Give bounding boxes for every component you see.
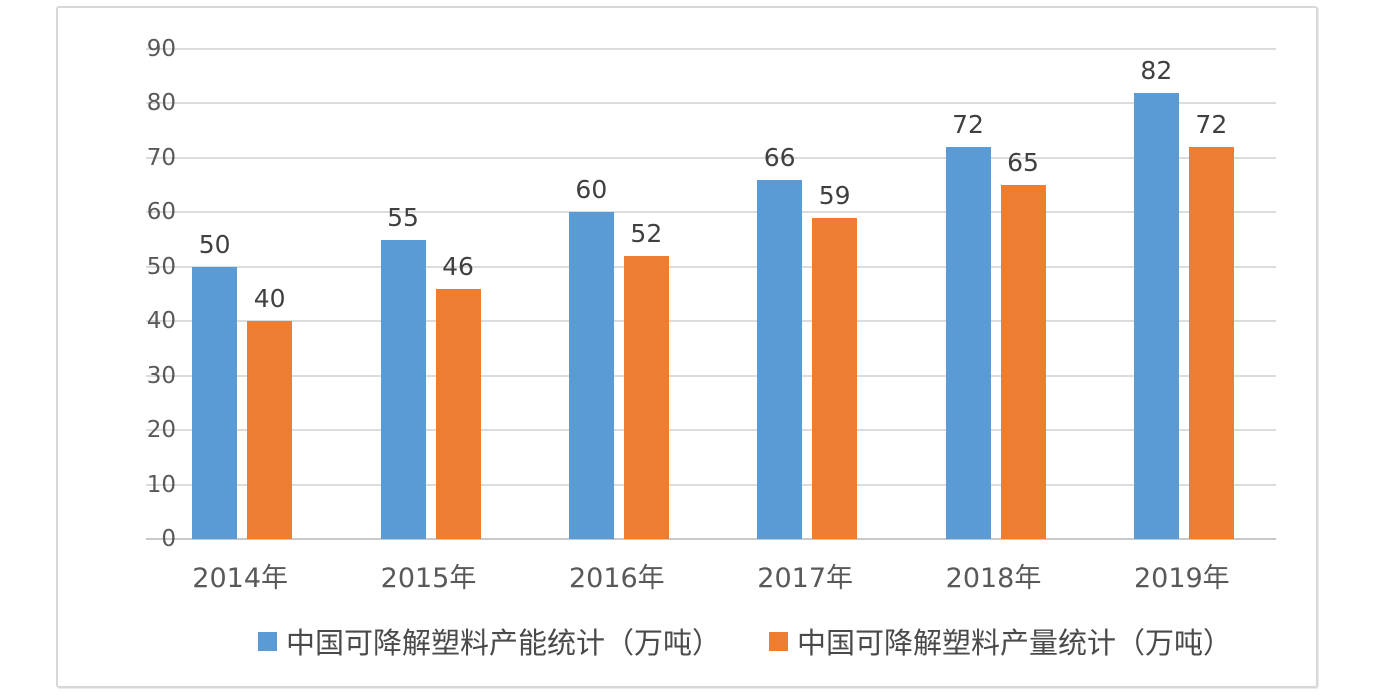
legend-marker-output-icon	[769, 631, 788, 651]
gridline	[146, 265, 1276, 268]
bar-value-label-capacity-2017: 66	[763, 142, 796, 172]
bar-value-label-capacity-2019: 82	[1140, 55, 1173, 85]
legend-item-capacity: 中国可降解塑料产能统计（万吨）	[257, 620, 721, 662]
bar-output-2014	[247, 321, 293, 539]
gridline	[146, 48, 1276, 50]
x-axis-tick-label-2017: 2017年	[757, 563, 854, 594]
bar-value-label-output-2014: 40	[253, 284, 286, 314]
bar-capacity-2017	[757, 179, 803, 539]
bar-capacity-2018	[945, 147, 991, 539]
bar-capacity-2019	[1133, 92, 1179, 539]
x-axis-line	[146, 538, 1276, 540]
gridline	[146, 102, 1276, 105]
y-axis-tick-label: 0	[161, 526, 176, 552]
chart-frame: 90 80 70 60 50 40 30 20 10 0 50 40 55 46 60 52 66 59 72 65…	[56, 6, 1318, 688]
y-axis-tick-label: 80	[146, 90, 176, 117]
bar-value-label-capacity-2016: 60	[575, 175, 608, 205]
y-axis-tick-label: 40	[146, 308, 176, 335]
bar-value-label-capacity-2015: 55	[387, 202, 419, 232]
bar-value-label-output-2016: 52	[630, 218, 663, 248]
y-axis-tick-label: 90	[146, 36, 176, 62]
legend-marker-capacity-icon	[257, 631, 277, 651]
bar-capacity-2014	[192, 266, 238, 539]
y-axis-tick-label: 20	[146, 417, 176, 444]
chart-legend: 中国可降解塑料产能统计（万吨） 中国可降解塑料产量统计（万吨）	[116, 620, 1374, 662]
x-axis-tick-label-2016: 2016年	[568, 563, 665, 594]
bar-capacity-2016	[568, 212, 614, 539]
y-axis-tick-label: 30	[146, 362, 176, 389]
legend-label-capacity: 中国可降解塑料产能统计（万吨）	[285, 626, 721, 660]
gridline	[146, 429, 1276, 432]
bar-value-label-capacity-2018: 72	[952, 110, 984, 139]
bar-value-label-output-2015: 46	[442, 251, 474, 281]
x-axis-tick-label-2014: 2014年	[192, 563, 289, 594]
bar-capacity-2015	[380, 239, 426, 539]
y-axis-tick-label: 10	[146, 471, 176, 498]
bar-output-2015	[435, 288, 481, 539]
bar-output-2019	[1188, 147, 1234, 539]
bar-value-label-output-2017: 59	[818, 180, 851, 210]
bar-output-2016	[623, 255, 669, 539]
x-axis-tick-label-2018: 2018年	[945, 563, 1042, 594]
bar-value-label-capacity-2014: 50	[198, 229, 231, 259]
x-axis-tick-label-2019: 2019年	[1133, 563, 1230, 594]
y-axis-tick-label: 50	[146, 253, 176, 280]
x-axis-tick-label-2015: 2015年	[380, 563, 477, 594]
gridline	[146, 374, 1276, 377]
legend-label-output: 中国可降解塑料产量统计（万吨）	[797, 626, 1233, 660]
gridline	[146, 320, 1276, 323]
gridline	[146, 156, 1276, 159]
bar-value-label-output-2019: 72	[1195, 110, 1228, 139]
bar-value-label-output-2018: 65	[1007, 148, 1039, 178]
bar-output-2018	[1000, 185, 1046, 539]
y-axis-tick-label: 70	[146, 144, 176, 171]
y-axis-tick-label: 60	[146, 199, 176, 226]
bar-output-2017	[812, 217, 858, 539]
legend-item-output: 中国可降解塑料产量统计（万吨）	[769, 620, 1232, 662]
gridline	[146, 211, 1276, 214]
gridline	[146, 483, 1276, 486]
